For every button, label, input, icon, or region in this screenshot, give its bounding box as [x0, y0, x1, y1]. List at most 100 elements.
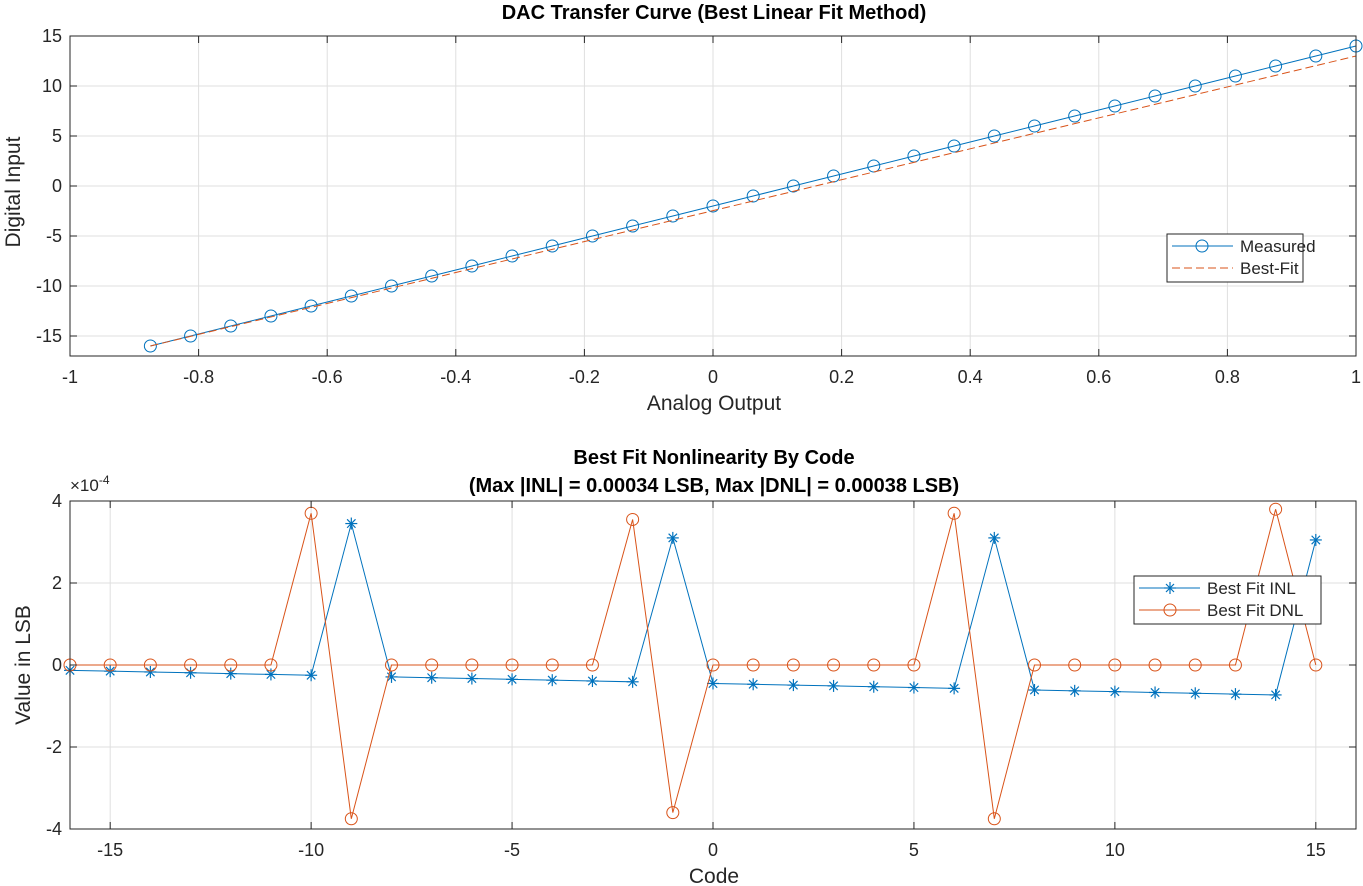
legend-dnl-marker-icon	[1163, 603, 1177, 617]
nonlinearity-data-point	[827, 658, 841, 672]
nonlinearity-data-point	[385, 658, 398, 672]
transfer-ytick-label: 10	[42, 76, 62, 96]
nonlinearity-data-point	[103, 658, 117, 672]
nonlinearity-data-point	[1269, 502, 1283, 516]
nonlinearity-data-point	[1149, 686, 1162, 699]
transfer-data-point	[344, 289, 358, 303]
transfer-data-point	[264, 309, 278, 323]
nonlinearity-data-point	[264, 668, 277, 681]
nonlinearity-data-point	[1189, 687, 1202, 700]
nonlinearity-data-point	[786, 658, 800, 672]
transfer-data-point	[1188, 79, 1202, 93]
transfer-xtick-label: -0.2	[569, 367, 600, 387]
nonlinearity-data-point	[1148, 658, 1162, 672]
nonlinearity-ylabel: Value in LSB	[12, 605, 35, 725]
transfer-series-line-0	[150, 45, 1357, 347]
transfer-data-point	[385, 279, 398, 293]
transfer-curve-series	[143, 39, 1363, 353]
nonlinearity-data-point	[706, 658, 720, 672]
transfer-ytick-label: 15	[42, 26, 62, 46]
nonlinearity-xtick-label: 15	[1306, 840, 1326, 860]
nonlinearity-data-point	[1309, 658, 1323, 672]
nonlinearity-data-point	[626, 675, 639, 688]
nonlinearity-data-point	[545, 658, 559, 672]
transfer-xtick-label: -0.8	[183, 367, 214, 387]
nonlinearity-data-point	[345, 517, 358, 530]
transfer-ytick-label: -15	[36, 326, 62, 346]
nonlinearity-data-point	[1068, 684, 1081, 697]
transfer-data-point	[987, 129, 1001, 143]
nonlinearity-xtick-label: 10	[1105, 840, 1125, 860]
nonlinearity-series-line-1	[70, 509, 1317, 819]
nonlinearity-data-point	[707, 677, 719, 690]
nonlinearity-data-point	[1228, 658, 1242, 672]
nonlinearity-series	[63, 502, 1323, 826]
transfer-data-point	[1228, 69, 1242, 83]
transfer-data-point	[666, 209, 680, 223]
legend-measured-marker-icon	[1195, 239, 1209, 253]
transfer-xtick-label: -1	[62, 367, 78, 387]
transfer-curve-plot: DAC Transfer Curve (Best Linear Fit Meth…	[2, 2, 1363, 415]
nonlinearity-exponent-label: ×10-4	[70, 473, 110, 495]
transfer-data-point	[1269, 59, 1283, 73]
nonlinearity-data-point	[305, 669, 318, 682]
transfer-curve-ylabel: Digital Input	[2, 136, 25, 247]
nonlinearity-data-point	[626, 512, 640, 526]
legend-inl-label: Best Fit INL	[1207, 579, 1296, 598]
nonlinearity-data-point	[1188, 658, 1202, 672]
transfer-xtick-label: 0.8	[1215, 367, 1240, 387]
nonlinearity-xlabel: Code	[689, 865, 739, 886]
transfer-data-point	[585, 229, 599, 243]
transfer-data-point	[626, 219, 640, 233]
transfer-data-point	[224, 319, 238, 333]
transfer-xtick-label: 0	[708, 367, 718, 387]
transfer-data-point	[465, 259, 479, 273]
legend-dnl-label: Best Fit DNL	[1207, 601, 1303, 620]
nonlinearity-title: Best Fit Nonlinearity By Code	[573, 447, 854, 469]
legend-best-fit-label: Best-Fit	[1240, 259, 1299, 278]
nonlinearity-data-point	[1028, 658, 1041, 672]
nonlinearity-subtitle: (Max |INL| = 0.00034 LSB, Max |DNL| = 0.…	[469, 475, 959, 497]
nonlinearity-data-point	[506, 673, 519, 686]
nonlinearity-data-point	[425, 671, 438, 684]
nonlinearity-data-point	[505, 658, 519, 672]
exponent-power: -4	[99, 473, 110, 487]
transfer-xtick-label: -0.4	[440, 367, 471, 387]
transfer-data-point	[786, 179, 800, 193]
transfer-xtick-label: -0.6	[312, 367, 343, 387]
nonlinearity-data-point	[1068, 658, 1082, 672]
nonlinearity-data-point	[907, 658, 921, 672]
nonlinearity-data-point	[666, 806, 680, 820]
transfer-curve-legend: Measured Best-Fit	[1166, 233, 1316, 283]
nonlinearity-plot: Best Fit Nonlinearity By Code (Max |INL|…	[12, 447, 1357, 886]
transfer-xtick-label: 0.6	[1086, 367, 1111, 387]
nonlinearity-data-point	[184, 658, 198, 672]
transfer-curve-ticks: -1 -0.8 -0.6 -0.4 -0.2 0 0.2 0.4 0.6 0.8 1 -15 -10 -5…	[36, 26, 1361, 387]
nonlinearity-data-point	[344, 812, 358, 826]
nonlinearity-data-point	[465, 658, 479, 672]
nonlinearity-data-point	[867, 680, 880, 693]
nonlinearity-data-point	[666, 531, 679, 544]
transfer-series-line-1	[150, 55, 1357, 347]
transfer-data-point	[505, 249, 519, 263]
transfer-data-point	[425, 269, 439, 283]
exponent-base: ×10	[70, 476, 99, 495]
transfer-data-point	[545, 239, 559, 253]
transfer-curve-xlabel: Analog Output	[647, 392, 781, 415]
nonlinearity-data-point	[746, 658, 760, 672]
nonlinearity-data-point	[264, 658, 278, 672]
transfer-curve-title: DAC Transfer Curve (Best Linear Fit Meth…	[502, 2, 927, 24]
nonlinearity-legend: Best Fit INL Best Fit DNL	[1133, 575, 1322, 625]
nonlinearity-data-point	[425, 658, 439, 672]
transfer-data-point	[1108, 99, 1122, 113]
transfer-data-point	[1148, 89, 1162, 103]
nonlinearity-data-point	[224, 658, 238, 672]
legend-inl-marker-icon	[1164, 582, 1176, 594]
nonlinearity-data-point	[586, 674, 599, 687]
nonlinearity-xtick-label: -10	[298, 840, 324, 860]
nonlinearity-xtick-label: -5	[504, 840, 520, 860]
transfer-data-point	[184, 329, 198, 343]
nonlinearity-data-point	[546, 674, 559, 687]
transfer-data-point	[706, 199, 720, 213]
